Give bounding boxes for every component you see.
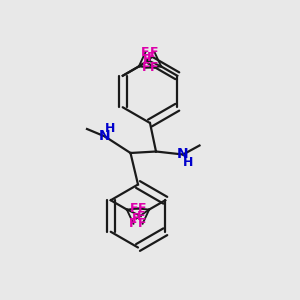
Text: F: F [138,202,147,215]
Text: F: F [129,202,138,215]
Text: F: F [143,53,151,66]
Text: F: F [137,210,145,223]
Text: F: F [150,46,159,59]
Text: N: N [177,148,189,161]
Text: N: N [99,130,111,143]
Text: F: F [141,46,150,59]
Text: F: F [129,217,138,230]
Text: F: F [138,217,147,230]
Text: F: F [150,61,159,74]
Text: F: F [132,212,141,225]
Text: F: F [147,51,156,64]
Text: H: H [183,156,194,170]
Text: H: H [105,122,116,136]
Text: F: F [141,61,150,74]
